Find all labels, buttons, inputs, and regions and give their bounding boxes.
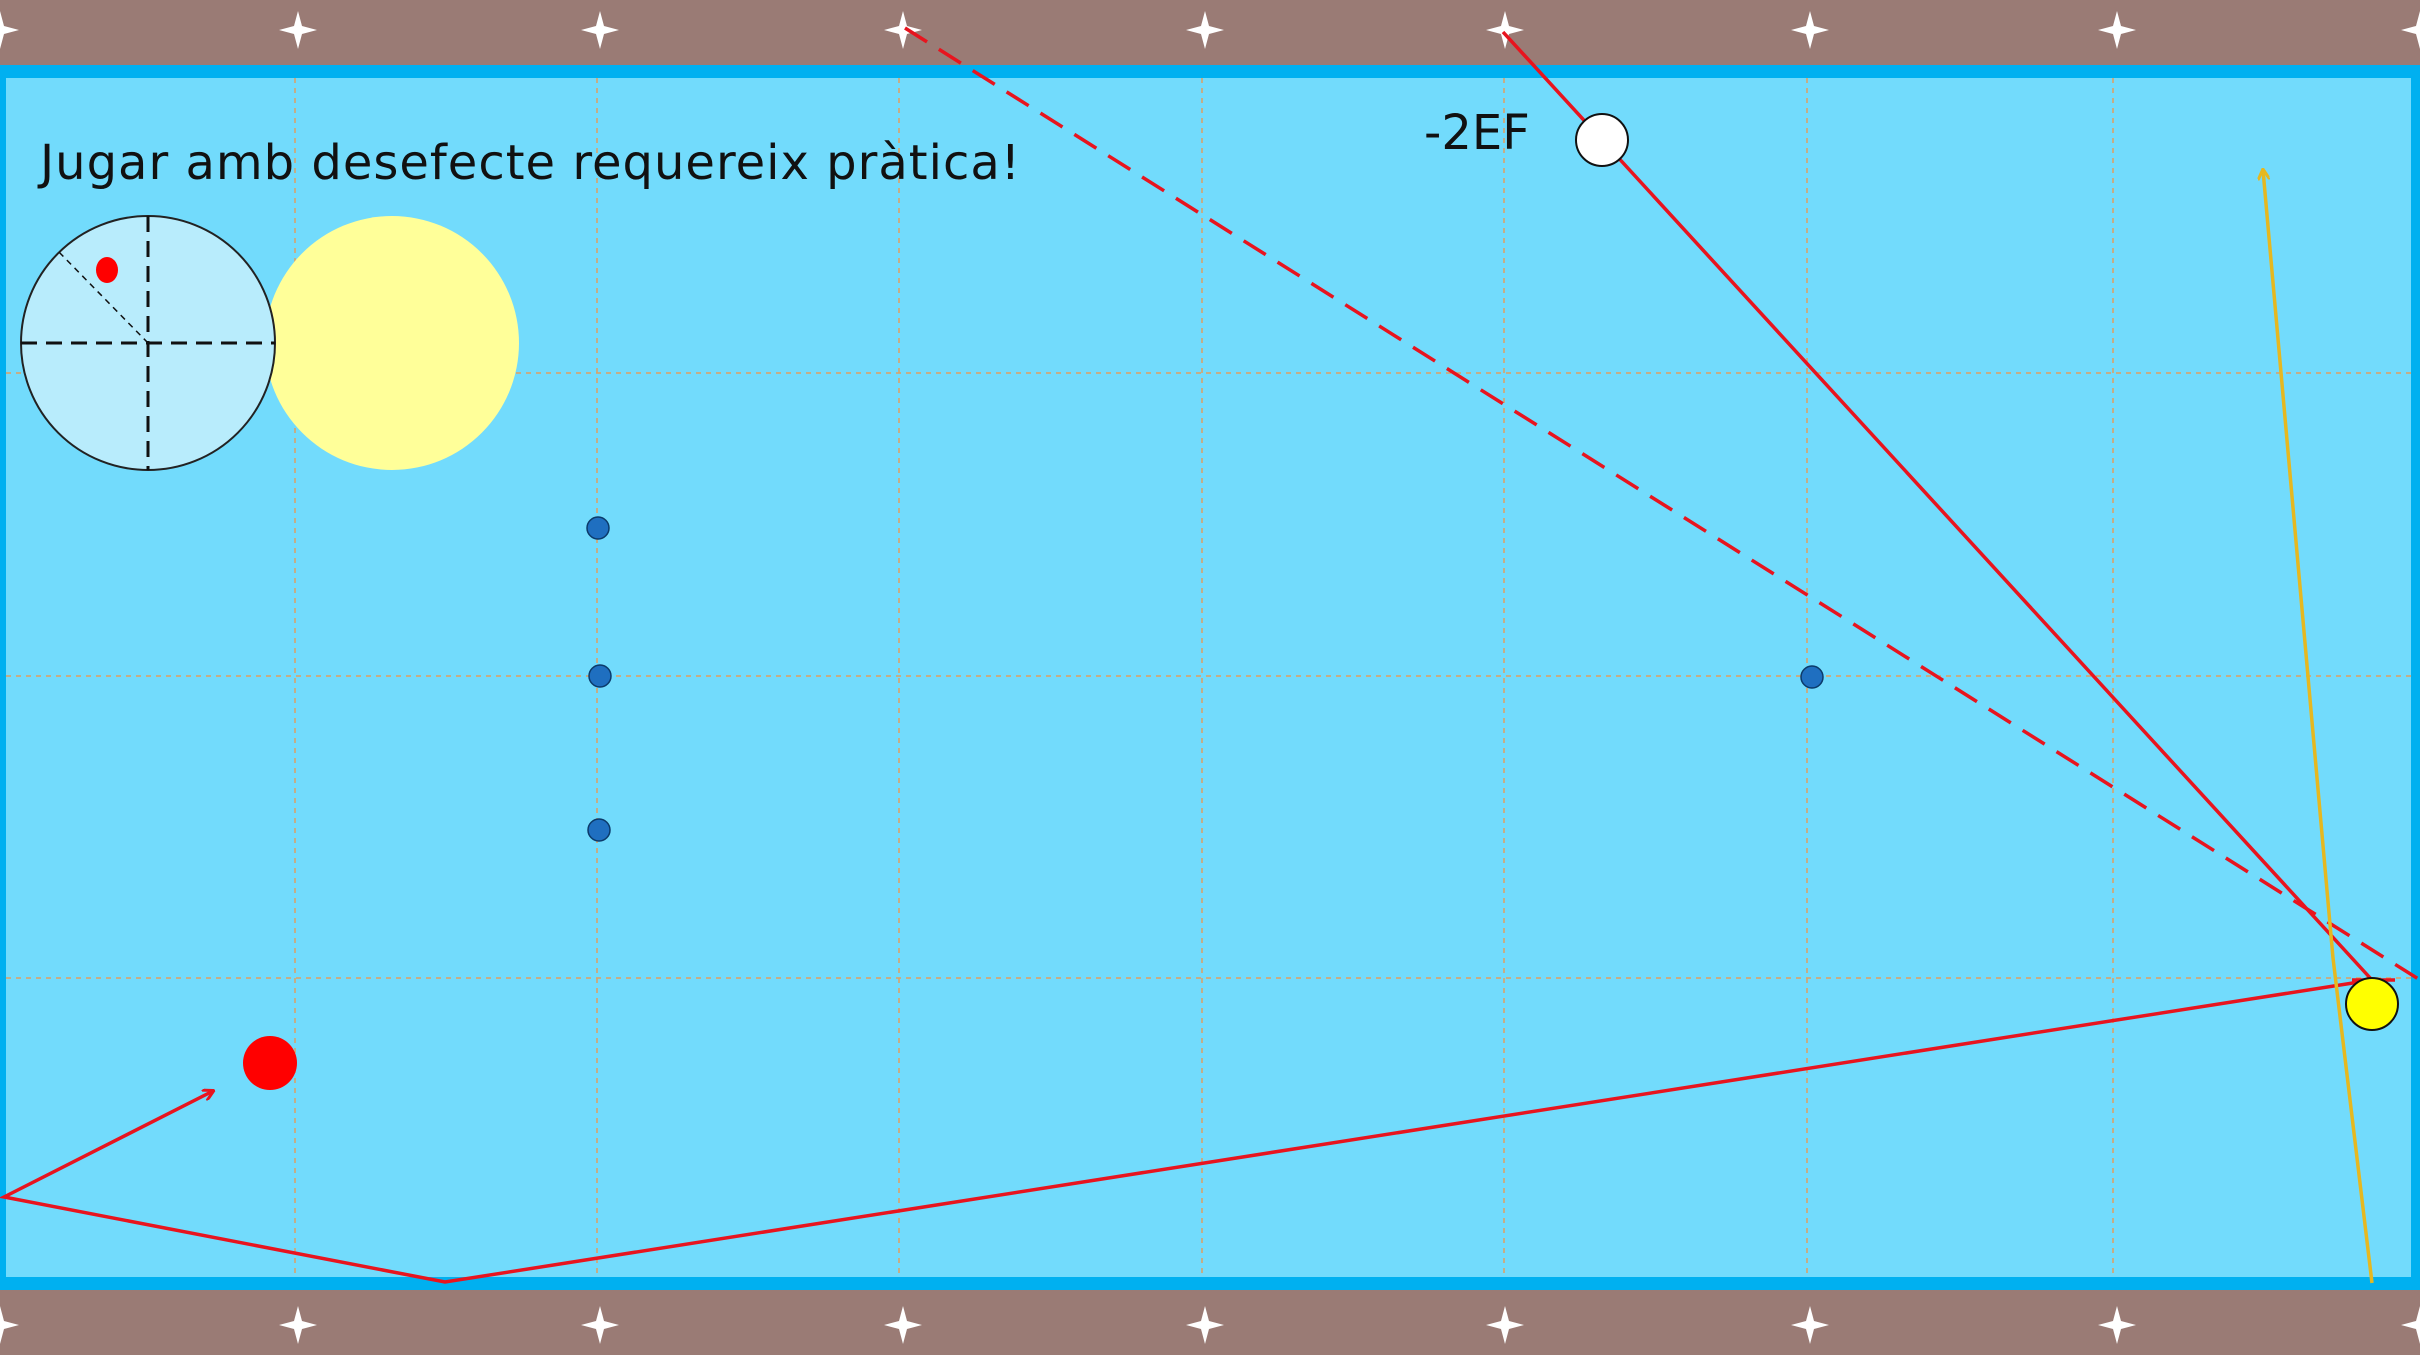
ghost-ball	[265, 216, 519, 470]
diamond-star-icon	[884, 11, 922, 49]
diamond-star-icon	[1486, 1306, 1524, 1344]
diamond-star-icon	[279, 1306, 317, 1344]
diamond-star-icon	[2098, 1306, 2136, 1344]
yellow-ball	[2345, 977, 2399, 1031]
diamond-star-icon	[1486, 11, 1524, 49]
diamond-star-icon	[581, 11, 619, 49]
diamond-star-icon	[581, 1306, 619, 1344]
cue-ball-label: -2EF	[1424, 105, 1530, 161]
cue-ball-path-out	[0, 978, 2373, 1284]
marker-dot	[588, 664, 612, 688]
diamond-star-icon	[1791, 11, 1829, 49]
cue-ball	[1575, 113, 1629, 167]
reference-markers	[586, 516, 1824, 842]
marker-dot	[1800, 665, 1824, 689]
diamond-star-icon	[2401, 11, 2420, 49]
diamond-star-icon	[1186, 11, 1224, 49]
spin-indicator	[20, 215, 519, 471]
page-title: Jugar amb desefecte requereix pràtica!	[40, 135, 1021, 191]
diamond-star-icon	[1186, 1306, 1224, 1344]
aim-line	[904, 26, 2420, 982]
diamond-star-icon	[884, 1306, 922, 1344]
diamond-star-icon	[2401, 1306, 2420, 1344]
diamond-star-icon	[2098, 11, 2136, 49]
marker-dot	[587, 818, 611, 842]
spin-contact-point	[96, 257, 118, 283]
diamond-star-icon	[0, 1306, 19, 1344]
diamonds	[0, 11, 2420, 1344]
diamond-star-icon	[0, 11, 19, 49]
red-ball	[243, 1036, 297, 1090]
yellow-ball-path	[2263, 170, 2374, 1284]
diamond-star-icon	[279, 11, 317, 49]
diamond-star-icon	[1791, 1306, 1829, 1344]
marker-dot	[586, 516, 610, 540]
